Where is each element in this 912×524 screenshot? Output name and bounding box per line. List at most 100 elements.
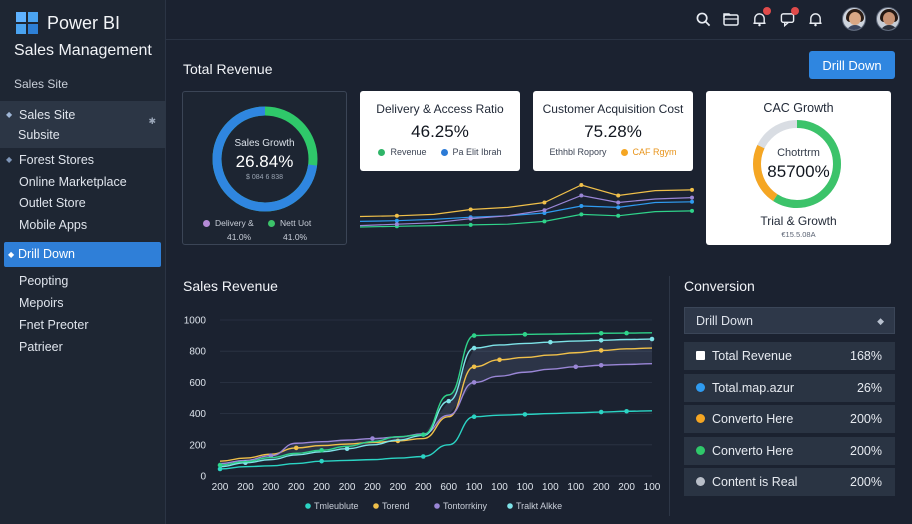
data-point xyxy=(217,466,223,472)
search-icon[interactable] xyxy=(694,10,712,28)
brand-name: Power BI xyxy=(47,12,121,33)
sidebar-item-outlet-store[interactable]: Outlet Store xyxy=(19,196,86,210)
y-tick-label: 1000 xyxy=(184,316,207,327)
conversion-row[interactable]: Content is Real 200% xyxy=(684,468,895,496)
cac-footer: Trial & Growth xyxy=(760,214,837,228)
updown-caret-icon: ◆ xyxy=(877,316,884,326)
conversion-row[interactable]: Converto Here 200% xyxy=(684,436,895,465)
alert-bell-icon[interactable] xyxy=(806,10,824,28)
data-point xyxy=(471,380,477,385)
header-divider xyxy=(166,39,912,40)
sidebar-item-forest-stores[interactable]: ◆ Forest Stores xyxy=(0,150,166,170)
x-tick-label: 100 xyxy=(491,482,508,493)
windows-logo-icon xyxy=(16,12,38,34)
sales-growth-card[interactable]: Sales Growth 26.84% $ 084 6 838 Delivery… xyxy=(182,91,347,245)
row-dot xyxy=(696,351,705,360)
data-point xyxy=(579,183,584,187)
legend-dot xyxy=(268,220,275,228)
sidebar: Power BI Sales Management Sales Site ◆ S… xyxy=(0,0,166,524)
data-point xyxy=(598,348,604,353)
series-line xyxy=(359,210,693,228)
sidebar-item-fnet-preoter[interactable]: Fnet Preoter xyxy=(19,318,89,332)
sales-growth-label: Sales Growth xyxy=(234,138,295,149)
notification-badge xyxy=(763,7,771,15)
ring-progress-orange xyxy=(753,120,841,208)
folder-icon[interactable] xyxy=(722,10,740,28)
avatar[interactable] xyxy=(842,7,866,31)
app-title: Sales Management xyxy=(14,42,152,59)
legend-dot xyxy=(620,149,628,157)
conversion-row[interactable]: Total.map.azur 26% xyxy=(684,373,895,402)
legend-entry: Torend xyxy=(373,501,410,511)
bullet-icon: ◆ xyxy=(8,250,15,259)
data-point xyxy=(522,412,528,417)
data-point xyxy=(598,362,604,368)
series-line xyxy=(359,194,693,227)
data-point xyxy=(395,438,401,444)
cac-footer-sub: €15.5.08A xyxy=(781,230,816,239)
delivery-ratio-card[interactable]: Delivery & Access Ratio 46.25% Revenue P… xyxy=(360,91,520,171)
y-tick-label: 200 xyxy=(189,440,206,451)
total-revenue-heading: Total Revenue xyxy=(183,61,273,77)
y-tick-label: 600 xyxy=(189,378,206,389)
data-point xyxy=(319,458,324,464)
data-point xyxy=(573,364,579,370)
sidebar-item-subsite[interactable]: Subsite xyxy=(18,128,60,142)
legend-nett: Nett Uot 41.0% xyxy=(268,218,311,242)
series-area xyxy=(220,339,652,467)
avatar-secondary[interactable] xyxy=(876,7,900,31)
select-value: Drill Down xyxy=(696,314,753,328)
row-value: 200% xyxy=(850,412,882,426)
bullet-icon: ◆ xyxy=(6,155,13,164)
x-tick-label: 100 xyxy=(466,482,483,493)
sidebar-item-sales-site[interactable]: ◆ Sales Site ✱ xyxy=(0,105,166,126)
chat-icon[interactable] xyxy=(778,7,799,28)
row-value: 168% xyxy=(850,349,882,363)
sidebar-item-online-marketplace[interactable]: Online Marketplace xyxy=(19,175,127,189)
data-point xyxy=(268,453,274,459)
row-value: 200% xyxy=(850,475,882,489)
legend-entry: Tontorrkiny xyxy=(434,501,488,511)
cac-growth-ring xyxy=(753,120,841,208)
series-line xyxy=(219,332,653,466)
brand[interactable]: Power BI xyxy=(16,12,120,34)
conversion-select[interactable]: Drill Down ◆ xyxy=(684,307,895,334)
sidebar-item-drill-down[interactable]: ◆ Drill Down xyxy=(4,242,161,267)
sidebar-item-mobile-apps[interactable]: Mobile Apps xyxy=(19,218,88,232)
data-point xyxy=(446,398,452,404)
legend-label: Tralkt Alkke xyxy=(516,501,562,511)
data-point xyxy=(579,193,584,198)
data-point xyxy=(420,454,426,459)
pin-icon[interactable]: ✱ xyxy=(148,116,156,126)
card-value: 75.28% xyxy=(584,122,642,141)
x-tick-label: 200 xyxy=(593,482,610,493)
cac-growth-card[interactable]: CAC Growth Chotrtrm 85700% Trial & Growt… xyxy=(706,91,891,245)
row-label: Converto Here xyxy=(712,443,794,458)
series-line xyxy=(359,201,693,222)
sidebar-item-peopting[interactable]: Peopting xyxy=(19,274,69,288)
data-point xyxy=(598,337,604,343)
x-tick-label: 100 xyxy=(567,482,584,493)
data-point xyxy=(471,364,477,370)
sidebar-item-patrieer[interactable]: Patrieer xyxy=(19,340,63,354)
sidebar-item-mepoirs[interactable]: Mepoirs xyxy=(19,296,64,310)
ring-progress xyxy=(212,106,318,212)
data-point xyxy=(394,222,399,227)
data-point xyxy=(471,333,477,338)
legend-dot xyxy=(507,503,513,509)
x-tick-label: 200 xyxy=(618,482,635,493)
data-point xyxy=(548,339,553,345)
sidebar-group-sales-site[interactable]: ◆ Sales Site ✱ Subsite xyxy=(0,101,166,148)
data-point xyxy=(542,219,547,224)
sales-growth-ring xyxy=(212,106,318,212)
acquisition-cost-card[interactable]: Customer Acquisition Cost 75.28% Ethhbl … xyxy=(533,91,693,171)
bell-icon[interactable] xyxy=(750,7,771,28)
expand-arrow-icon: ◆ xyxy=(6,110,13,119)
data-point xyxy=(394,218,399,223)
series-line xyxy=(359,184,693,218)
conversion-row[interactable]: Total Revenue 168% xyxy=(684,342,895,370)
drill-down-button[interactable]: Drill Down xyxy=(809,51,895,79)
topbar-actions xyxy=(694,6,900,32)
conversion-row[interactable]: Converto Here 200% xyxy=(684,405,895,433)
x-tick-label: 200 xyxy=(212,482,229,493)
